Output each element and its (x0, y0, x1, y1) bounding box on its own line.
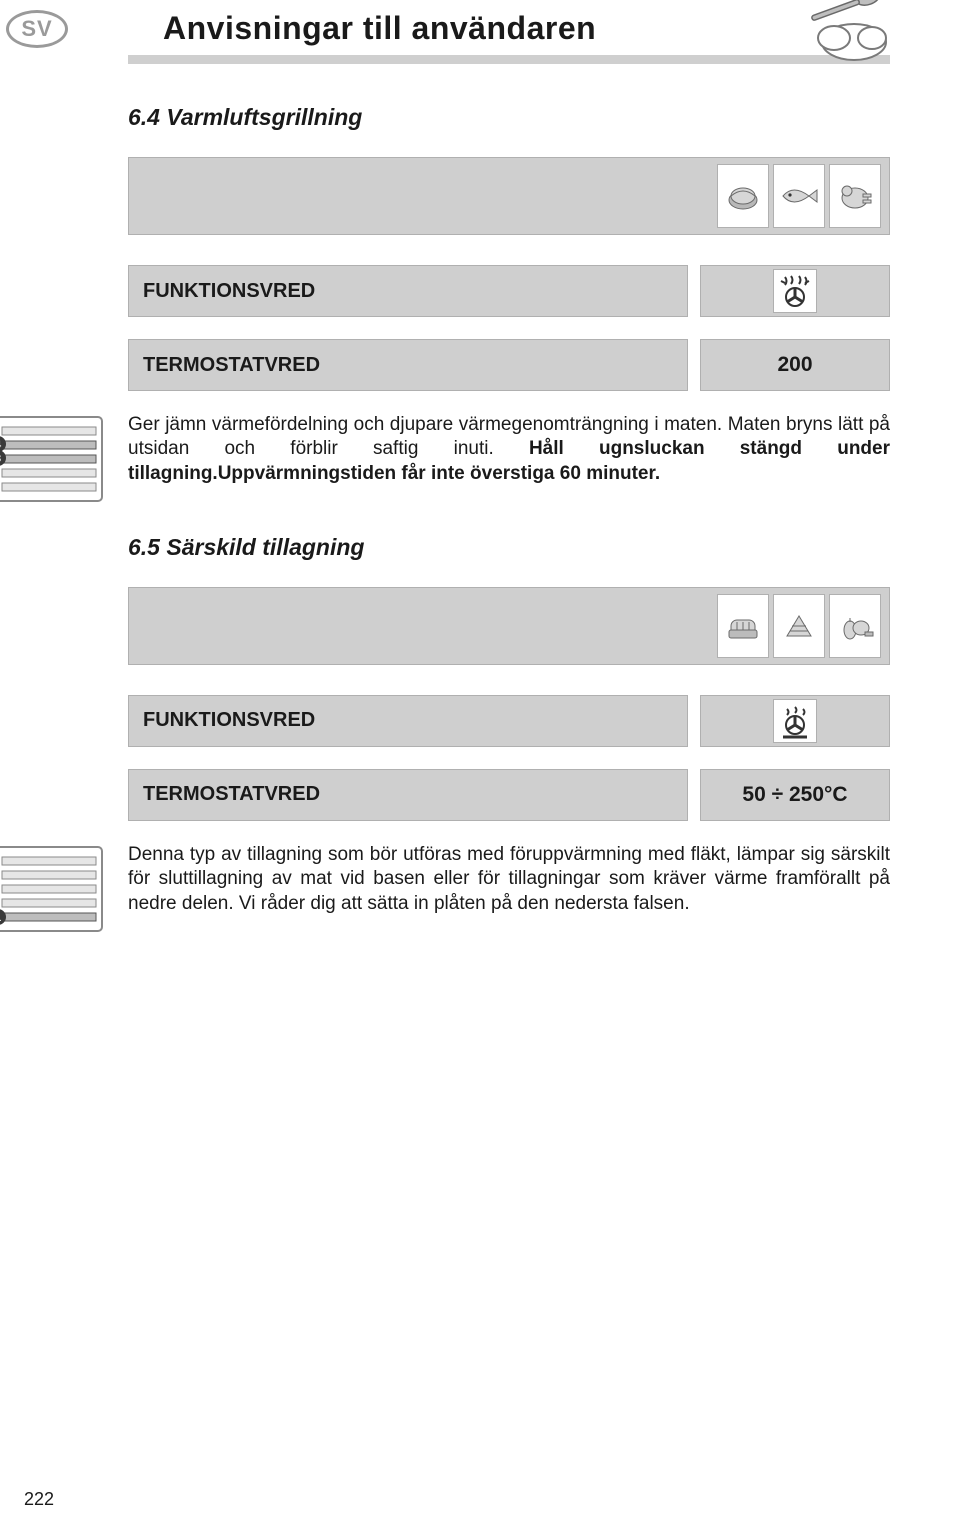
bread-icon (717, 594, 769, 658)
section-heading-6-5: 6.5 Särskild tillagning (128, 534, 890, 561)
oven-rack-icon-2: 1 (0, 843, 108, 935)
language-badge-text: SV (21, 16, 52, 42)
section-heading-6-4: 6.4 Varmluftsgrillning (128, 104, 890, 131)
page-title: Anvisningar till användaren (163, 10, 596, 47)
function-knob-label-2: FUNKTIONSVRED (128, 695, 688, 747)
header-underline (128, 55, 890, 64)
poultry-icon (829, 164, 881, 228)
section-6-5-body: Denna typ av tillagning som bör utföras … (128, 843, 890, 916)
svg-text:3: 3 (0, 453, 1, 465)
food-type-bar-2 (128, 587, 890, 665)
vegetables-icon (829, 594, 881, 658)
function-knob-label: FUNKTIONSVRED (128, 265, 688, 317)
thermostat-knob-label-2: TERMOSTATVRED (128, 769, 688, 821)
section-6-4-body: Ger jämn värmefördelning och djupare vär… (128, 413, 890, 486)
thermostat-knob-value-2: 50 ÷ 250°C (700, 769, 890, 821)
function-knob-value-2 (700, 695, 890, 747)
svg-text:1: 1 (0, 912, 1, 924)
fish-icon (773, 164, 825, 228)
thermostat-knob-label: TERMOSTATVRED (128, 339, 688, 391)
spoon-cloud-icon (804, 0, 890, 64)
thermostat-knob-value: 200 (700, 339, 890, 391)
oven-rack-icon: 4 3 (0, 413, 108, 505)
food-type-bar (128, 157, 890, 235)
fan-bottom-icon (773, 699, 817, 743)
roast-icon (717, 164, 769, 228)
function-knob-value (700, 265, 890, 317)
page-number: 222 (24, 1489, 54, 1510)
fan-grill-icon (773, 269, 817, 313)
cake-icon (773, 594, 825, 658)
page-header: Anvisningar till användaren (128, 10, 890, 70)
language-badge: SV (6, 10, 68, 48)
